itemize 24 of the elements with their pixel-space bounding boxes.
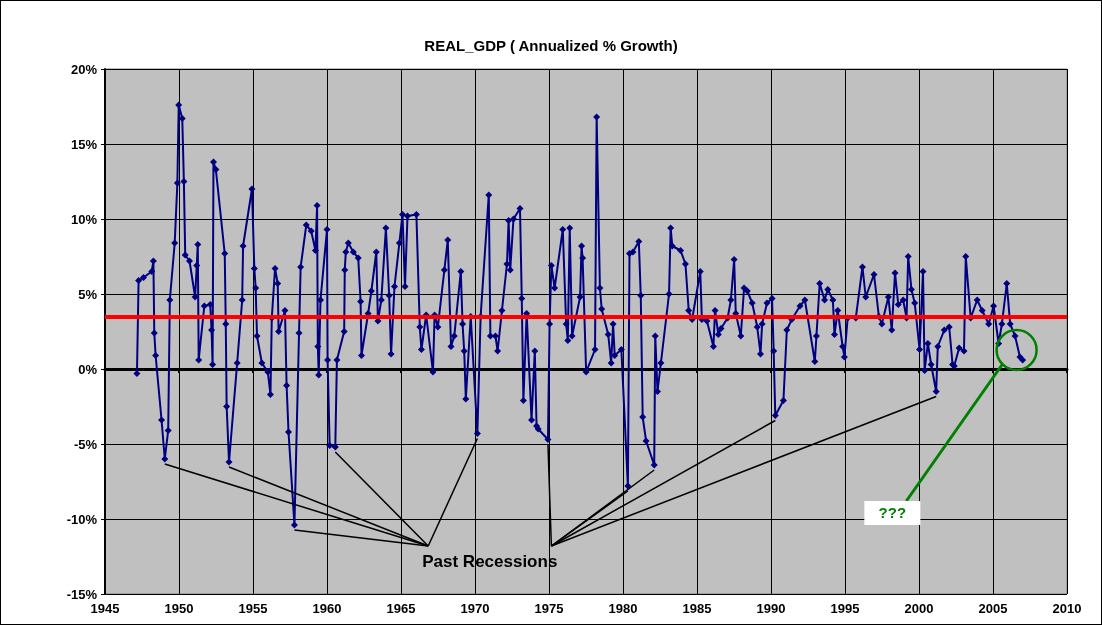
y-tick-label: 5%	[78, 286, 98, 302]
y-tick-label: 20%	[70, 61, 98, 77]
x-tick-label: 1970	[460, 601, 490, 616]
y-tick-label: -15%	[66, 586, 98, 602]
x-tick-label: 2000	[904, 601, 934, 616]
y-tick-label: 0%	[78, 361, 98, 377]
x-tick-label: 2010	[1052, 601, 1082, 616]
x-tick-label: 1995	[830, 601, 860, 616]
annotation: ???	[878, 504, 907, 521]
x-tick-label: 2005	[978, 601, 1008, 616]
y-tick-label: 15%	[70, 136, 98, 152]
y-tick-label: -5%	[73, 436, 98, 452]
x-tick-label: 1980	[608, 601, 638, 616]
x-tick-label: 1990	[756, 601, 786, 616]
x-tick-label: 1965	[386, 601, 416, 616]
x-tick-label: 1985	[682, 601, 712, 616]
x-tick-label: 1945	[90, 601, 120, 616]
x-tick-label: 1950	[164, 601, 194, 616]
x-tick-label: 1955	[238, 601, 268, 616]
x-tick-label: 1960	[312, 601, 342, 616]
y-tick-label: 10%	[70, 211, 98, 227]
y-tick-label: -10%	[66, 511, 98, 527]
x-tick-label: 1975	[534, 601, 564, 616]
chart-title: REAL_GDP ( Annualized % Growth)	[424, 37, 678, 54]
